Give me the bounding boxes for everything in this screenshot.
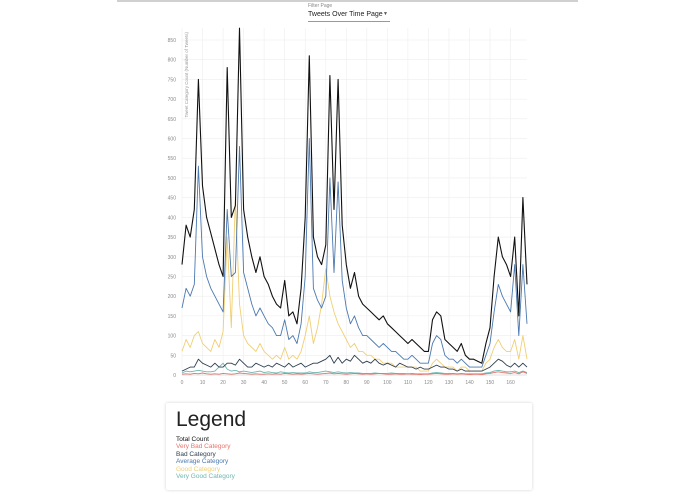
x-tick-label: 90	[364, 380, 370, 386]
x-tick-label: 160	[506, 380, 515, 386]
legend-item-very-good: Very Good Category	[176, 473, 235, 481]
series-line-bad-category	[181, 354, 528, 372]
y-tick-label: 50	[170, 353, 176, 359]
y-tick-label: 150	[168, 314, 177, 320]
y-tick-label: 800	[168, 58, 177, 64]
tweets-over-time-chart: 0 10 20 30 40 50 60 70 80 90 100 110 120 130 140 150 160…	[168, 27, 528, 386]
x-tick-label: 140	[465, 380, 474, 386]
dropdown-caret-icon: ▼	[383, 11, 388, 17]
legend-card: Legend Total Count Very Bad Category Bad…	[166, 403, 532, 490]
y-tick-label: 750	[168, 77, 177, 83]
x-tick-label: 0	[181, 380, 184, 386]
legend-item-bad: Bad Category	[176, 450, 216, 458]
y-tick-label: 300	[168, 255, 177, 261]
y-tick-label: 600	[168, 137, 177, 143]
x-tick-label: 80	[344, 380, 350, 386]
y-tick-label: 650	[168, 117, 177, 123]
x-tick-label: 20	[220, 380, 226, 386]
x-tick-label: 10	[200, 380, 206, 386]
x-tick-label: 70	[323, 380, 329, 386]
filter-page-select[interactable]: Tweets Over Time Page ▼	[308, 10, 390, 22]
y-tick-label: 450	[168, 196, 177, 202]
y-tick-label: 400	[168, 215, 177, 221]
y-tick-label: 100	[168, 334, 177, 340]
y-tick-label: 350	[168, 235, 177, 241]
y-tick-label: 200	[168, 294, 177, 300]
y-tick-label: 250	[168, 274, 177, 280]
x-tick-label: 60	[302, 380, 308, 386]
x-tick-label: 150	[486, 380, 495, 386]
y-tick-label: 700	[168, 97, 177, 103]
series-line-very-bad-category	[181, 371, 528, 376]
series-line-total-count	[181, 27, 528, 364]
y-tick-label: 550	[168, 156, 177, 162]
x-tick-label: 30	[241, 380, 247, 386]
series-line-average-category	[181, 138, 528, 368]
legend-items: Total Count Very Bad Category Bad Catego…	[176, 436, 235, 480]
x-tick-label: 130	[445, 380, 454, 386]
x-tick-label: 40	[261, 380, 267, 386]
x-tick-label: 120	[424, 380, 433, 386]
y-tick-label: 0	[173, 373, 176, 379]
legend-item-total: Total Count	[176, 436, 209, 443]
filter-page-value: Tweets Over Time Page	[308, 11, 383, 18]
legend-item-good: Good Category	[176, 465, 221, 473]
series-line-good-category	[181, 197, 528, 372]
top-bar	[117, 0, 578, 2]
legend-title: Legend	[176, 408, 247, 431]
x-tick-label: 100	[383, 380, 392, 386]
legend-item-very-bad: Very Bad Category	[176, 443, 231, 451]
x-tick-label: 110	[404, 380, 412, 386]
y-axis-label: Tweet Category Count (Number of Tweets)	[184, 32, 189, 118]
filter-page-label: Filter Page	[308, 3, 333, 9]
legend-item-average: Average Category	[176, 458, 229, 466]
y-tick-label: 500	[168, 176, 177, 182]
x-tick-label: 50	[282, 380, 288, 386]
y-tick-label: 850	[168, 38, 177, 44]
